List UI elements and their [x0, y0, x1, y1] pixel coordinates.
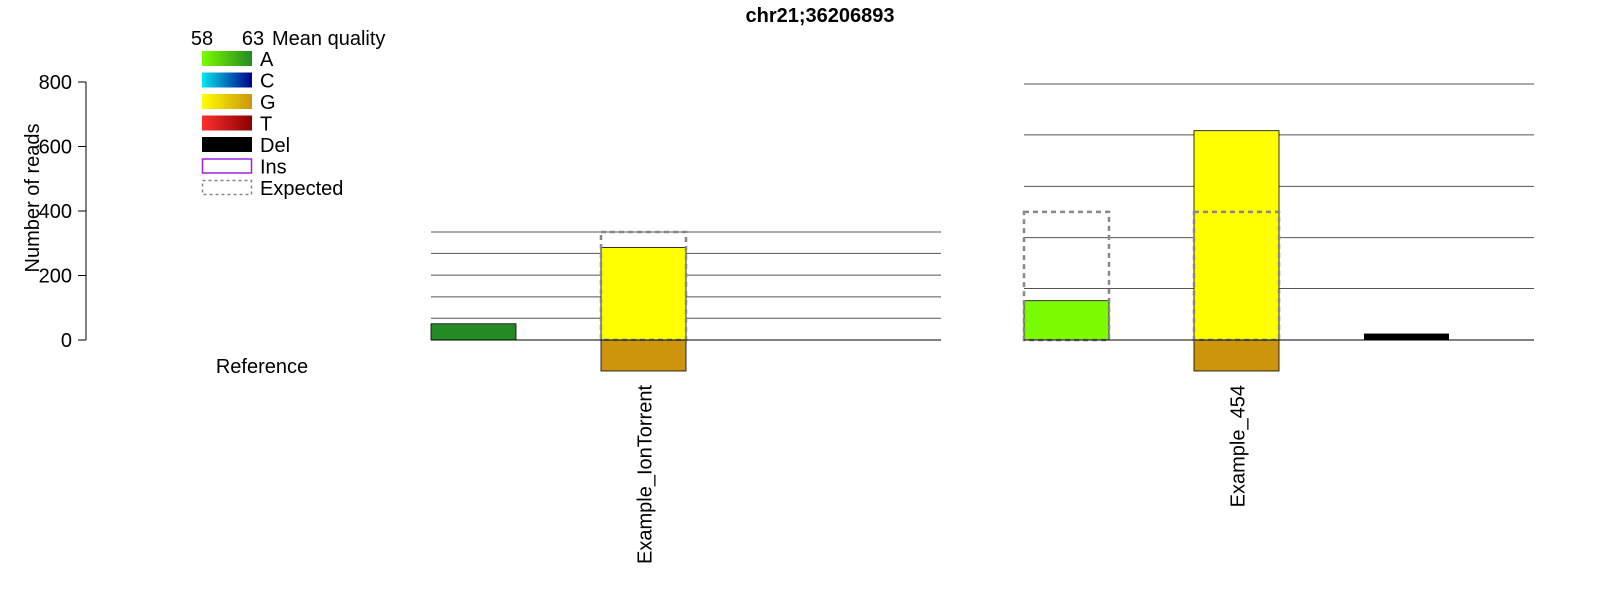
legend-swatch — [202, 72, 252, 88]
legend-scale-label: Mean quality — [272, 28, 385, 50]
legend-label: G — [260, 92, 276, 114]
reference-bar — [600, 339, 687, 372]
legend-entry-expected: Expected — [201, 178, 343, 200]
y-tick-label: 400 — [39, 201, 72, 223]
bar-a — [1023, 300, 1110, 341]
legend-label: A — [260, 49, 274, 71]
legend-entry-del: Del — [202, 135, 290, 157]
legend-entry-c: C — [202, 71, 274, 93]
y-tick-label: 200 — [39, 266, 72, 288]
legend-entry-a: A — [202, 49, 274, 71]
legend-swatch — [202, 94, 252, 109]
reference-bar — [1193, 339, 1280, 372]
group-label: Example_IonTorrent — [635, 385, 657, 564]
y-tick-label: 600 — [39, 137, 72, 159]
y-axis-label: Number of reads — [22, 124, 44, 273]
legend-label: Ins — [260, 157, 287, 179]
legend-label: Expected — [260, 178, 343, 200]
y-tick-label: 0 — [61, 330, 72, 352]
legend-scale-max: 63 — [242, 28, 264, 50]
group-label: Example_454 — [1228, 385, 1250, 507]
legend-swatch — [202, 51, 252, 66]
legend-swatch — [201, 158, 253, 174]
bar-g — [600, 247, 687, 341]
bar-a — [430, 323, 517, 341]
chart-title: chr21;36206893 — [745, 5, 894, 27]
legend-swatch — [202, 115, 252, 131]
legend-entry-ins: Ins — [201, 157, 287, 179]
legend-label: T — [260, 114, 272, 136]
bar-g — [1193, 130, 1280, 341]
legend-label: Del — [260, 135, 290, 157]
bar-groups: Example_IonTorrent Example_454 — [430, 83, 1534, 564]
reference-label: Reference — [216, 356, 308, 378]
legend-label: C — [260, 71, 274, 93]
legend-entry-t: T — [202, 114, 272, 136]
y-tick-label: 800 — [39, 72, 72, 94]
group-example-iontorrent: Example_IonTorrent — [430, 230, 941, 564]
group-example-454: Example_454 — [1022, 83, 1534, 507]
bar-del — [1364, 333, 1449, 340]
legend-swatch — [202, 137, 252, 152]
y-axis: 0 200 400 600 800 — [39, 72, 87, 352]
legend-entry-g: G — [202, 92, 276, 114]
legend-scale-min: 58 — [191, 28, 213, 50]
legend-swatch — [201, 179, 253, 196]
